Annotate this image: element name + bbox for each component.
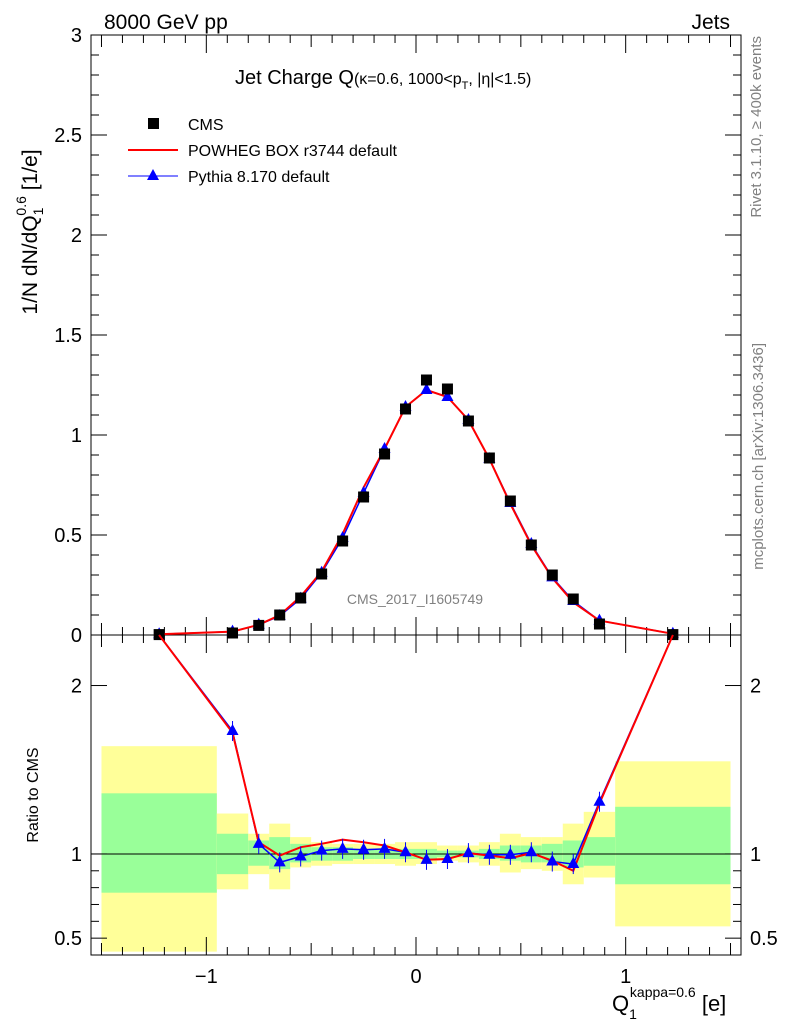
cms-point <box>441 383 453 395</box>
pythia-ratio-point <box>357 842 370 854</box>
process-label: Jets <box>691 11 730 34</box>
title-sub-subscript: T <box>462 80 469 92</box>
pythia-point <box>420 383 433 394</box>
cms-point <box>153 629 165 641</box>
y-tick-label-main: 2.5 <box>54 125 82 147</box>
mcplots-label: mcplots.cern.ch [arXiv:1306.3436] <box>750 343 767 570</box>
cms-point <box>462 415 474 427</box>
ratio-band-inner <box>583 837 616 866</box>
title-sub-tail: , |η|<1.5) <box>468 71 531 88</box>
legend-label-pythia: Pythia 8.170 default <box>188 169 330 186</box>
y-tick-label-main: 1 <box>71 425 82 447</box>
y-tick-label-main: 0 <box>71 625 82 647</box>
pythia-ratio-point <box>567 857 580 869</box>
y-tick-label-ratio-right: 2 <box>750 676 761 698</box>
cms-point <box>379 448 391 460</box>
pythia-ratio-point <box>593 794 606 806</box>
ratio-band-inner <box>101 793 217 893</box>
y-tick-label-main: 1.5 <box>54 325 82 347</box>
y-tick-label-ratio-right: 1 <box>750 844 761 866</box>
pythia-ratio-point <box>378 841 391 853</box>
legend-label-cms: CMS <box>188 117 224 134</box>
cms-point <box>400 403 412 415</box>
ratio-series-layer <box>158 634 674 875</box>
xlabel-base: Q <box>612 991 629 1016</box>
cms-point <box>420 374 432 386</box>
cms-point <box>295 592 307 604</box>
pythia-ratio-point <box>462 846 475 858</box>
y-axis-label-ratio: Ratio to CMS <box>25 747 42 842</box>
pythia-ratio-point <box>226 724 239 735</box>
cms-point <box>316 568 328 580</box>
cms-point <box>567 593 579 605</box>
cms-point <box>525 539 537 551</box>
pythia-ratio-point <box>315 843 328 855</box>
pythia-point <box>441 390 454 401</box>
powheg-ratio-line <box>158 634 674 873</box>
cms-point <box>253 619 265 631</box>
y-tick-label-main: 2 <box>71 225 82 247</box>
pythia-ratio-point <box>483 847 496 859</box>
legend-label-powheg: POWHEG BOX r3744 default <box>188 143 398 160</box>
ylabel-prefix: 1/N dN/dQ <box>19 215 42 314</box>
cms-point <box>593 618 605 630</box>
ylabel-subscript: 1 <box>30 207 46 215</box>
plot-title: Jet Charge Q(κ=0.6, 1000<pT, |η|<1.5) <box>235 67 531 92</box>
x-tick-label: 0 <box>410 966 421 988</box>
cms-point <box>504 495 516 507</box>
y-tick-label-ratio-right: 0.5 <box>750 928 778 950</box>
cms-point <box>483 452 495 464</box>
cms-point <box>227 627 239 639</box>
axis-ticks: 0 0.5 1 1.5 2 2.5 3 0.5 0.5 1 1 2 2 −1 0 1 <box>54 25 778 988</box>
cms-point <box>667 629 679 641</box>
pythia-ratio-point <box>252 836 265 848</box>
cms-point <box>274 609 286 621</box>
pythia-ratio-point <box>399 845 412 857</box>
cms-point <box>337 535 349 547</box>
title-main: Jet Charge Q <box>235 67 354 89</box>
xlabel-superscript: kappa=0.6 <box>630 984 696 1000</box>
cms-point <box>358 491 370 503</box>
xlabel-suffix: [e] <box>696 991 727 1016</box>
y-axis-label-main: 1/N dN/dQ10.6 [1/e] <box>13 149 46 314</box>
legend-marker-cms <box>148 118 159 129</box>
pythia-ratio-point <box>420 852 433 864</box>
pythia-ratio-point <box>441 852 454 863</box>
x-tick-label: 1 <box>620 966 631 988</box>
legend-marker-pythia <box>147 169 159 180</box>
xlabel-subscript: 1 <box>629 1006 637 1022</box>
pythia-ratio-point <box>525 845 538 857</box>
pythia-ratio-point <box>336 841 349 853</box>
energy-label: 8000 GeV pp <box>104 11 228 34</box>
cms-point <box>546 569 558 581</box>
rivet-label: Rivet 3.1.10, ≥ 400k events <box>748 36 765 218</box>
pythia-ratio-point <box>546 854 559 866</box>
ylabel-suffix: [1/e] <box>19 149 42 196</box>
y-tick-label-main: 0.5 <box>54 525 82 547</box>
legend: CMS POWHEG BOX r3744 default Pythia 8.17… <box>128 117 398 186</box>
ratio-uncertainty-bands <box>91 746 741 952</box>
y-tick-label-main: 3 <box>71 25 82 47</box>
pythia-ratio-point <box>294 849 307 861</box>
x-tick-label: −1 <box>195 966 218 988</box>
pythia-ratio-point <box>273 855 286 867</box>
ylabel-superscript: 0.6 <box>13 196 29 216</box>
pythia-ratio-point <box>504 847 517 859</box>
x-axis-label: Q1 kappa=0.6 [e] <box>612 984 726 1022</box>
main-series-layer <box>153 374 679 641</box>
title-sub: (κ=0.6, 1000<p <box>354 71 462 88</box>
y-tick-label-ratio: 2 <box>71 676 82 698</box>
y-tick-label-ratio: 1 <box>71 844 82 866</box>
y-tick-label-ratio: 0.5 <box>54 928 82 950</box>
analysis-id: CMS_2017_I1605749 <box>347 591 483 607</box>
ratio-band-inner <box>615 806 731 885</box>
